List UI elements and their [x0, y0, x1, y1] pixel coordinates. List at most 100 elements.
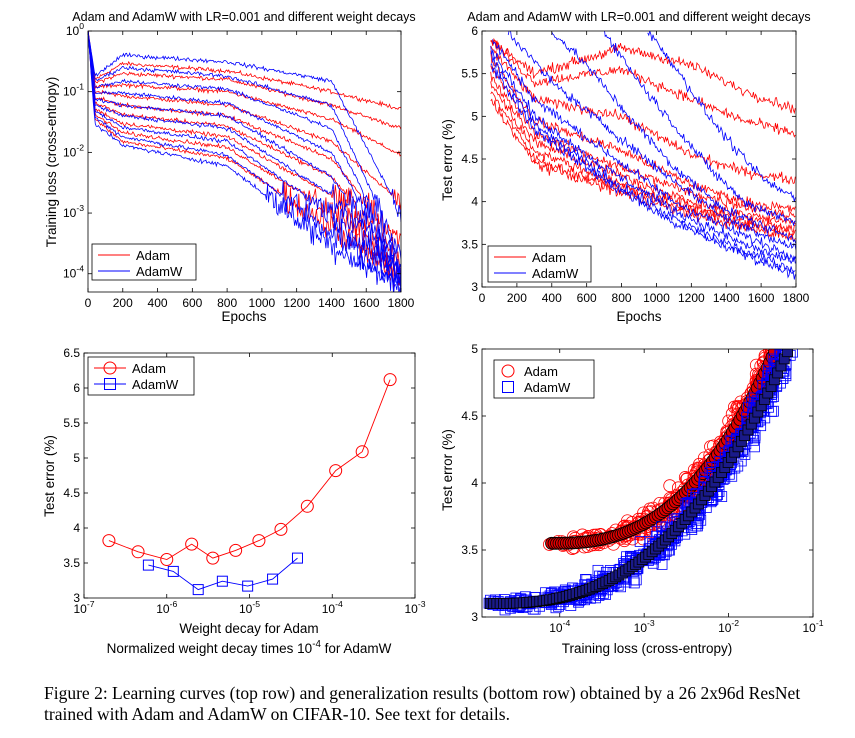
x-axis-label: Epochs [616, 309, 661, 324]
series-line-adamw [490, 46, 796, 265]
legend-marker [103, 361, 117, 375]
label-base: 10 [634, 621, 648, 635]
data-point-adamw [192, 584, 204, 596]
label-exponent: -4 [563, 618, 571, 628]
y-axis-label: Test error (%) [42, 435, 57, 517]
label-exponent: -4 [312, 639, 321, 650]
series-line-adam [490, 39, 796, 115]
label-exponent: -3 [76, 203, 84, 213]
scatter-point-adamw [630, 574, 642, 586]
y-tick-label: 4.5 [461, 409, 478, 423]
legend-label: AdamW [532, 266, 579, 281]
scatter-point-adamw [658, 549, 670, 561]
x-axis-label: Weight decay for Adam [179, 621, 318, 636]
label-exponent: -5 [252, 599, 260, 609]
series-line-adam [88, 31, 401, 211]
x-tick-label: 0 [479, 291, 486, 305]
series-line-adamw [604, 31, 796, 226]
x-tick-label: 400 [148, 296, 168, 310]
y-tick-label: 4.5 [63, 486, 80, 500]
data-point-adamw [142, 559, 154, 571]
scatter-point-adamw [686, 524, 698, 535]
y-tick-label: 10-2 [63, 142, 84, 159]
x-tick-label: 1800 [783, 291, 810, 305]
plot-area [490, 31, 796, 280]
plot-area [88, 31, 401, 292]
label-base: 10 [66, 24, 80, 38]
series-line-adamw [88, 31, 401, 223]
y-tick-label: 6 [471, 24, 478, 38]
label-exponent: -2 [731, 618, 739, 628]
data-point-adam [160, 553, 174, 566]
x-tick-label: 1000 [643, 291, 670, 305]
legend-label: AdamW [136, 264, 183, 279]
y-tick-label: 6 [73, 381, 80, 395]
label-exponent: -1 [76, 82, 84, 92]
legend-marker [104, 378, 116, 390]
x-tick-label: 0 [85, 296, 92, 310]
y-tick-label: 3 [73, 591, 80, 605]
legend-marker [501, 364, 515, 378]
series-line-adam [108, 379, 391, 560]
label-base: 10 [404, 602, 418, 616]
legend-label: AdamW [524, 380, 571, 395]
label-exponent: 0 [79, 21, 84, 31]
series-line-adamw [492, 39, 796, 262]
x-tick-label: 600 [577, 291, 597, 305]
x-tick-label: 1200 [283, 296, 310, 310]
data-point-adam [131, 545, 145, 559]
x-tick-label: 1200 [678, 291, 705, 305]
label-text: for AdamW [321, 641, 392, 656]
x-tick-label: 10-5 [239, 599, 260, 616]
legend-marker [502, 381, 514, 393]
series-line-adamw [88, 31, 401, 288]
y-tick-label: 10-4 [63, 264, 84, 281]
y-tick-label: 4.5 [461, 152, 478, 166]
data-point-adam [274, 522, 288, 536]
y-tick-label: 100 [66, 21, 84, 38]
training-loss-panel: 0 200 400 600 800 1000 1200 1400 1600 180010010-1… [44, 10, 416, 324]
x-tick-label: 200 [507, 291, 527, 305]
series-line-adam [88, 31, 401, 130]
x-tick-label: 10-7 [73, 599, 94, 616]
x-tick-label: 1400 [713, 291, 740, 305]
series-line-adam [88, 31, 401, 248]
label-exponent: -7 [87, 599, 95, 609]
label-base: 10 [63, 85, 77, 99]
legend-label: AdamW [132, 377, 179, 392]
y-axis-label: Test error (%) [440, 119, 455, 201]
y-tick-label: 6.5 [63, 346, 80, 360]
x-axis-label: Epochs [221, 309, 266, 324]
y-tick-label: 3.5 [461, 543, 478, 557]
series-line-adamw [88, 31, 401, 285]
data-point-adamw [216, 575, 228, 587]
data-point-adam [383, 373, 397, 387]
series-line-adamw [88, 31, 401, 291]
x-tick-label: 10-3 [404, 599, 425, 616]
legend-label: Adam [136, 248, 170, 263]
data-point-adam [206, 551, 220, 565]
label-base: 10 [63, 145, 77, 159]
y-tick-label: 5 [471, 342, 478, 356]
scatter-point-adamw [692, 518, 704, 530]
y-tick-label: 4 [73, 521, 80, 535]
x-tick-label: 800 [612, 291, 632, 305]
scatter-point-adamw [768, 405, 779, 417]
scatter-point-adamw [690, 520, 702, 532]
label-base: 10 [156, 602, 170, 616]
x-tick-label: 1600 [748, 291, 775, 305]
scatter-point-adamw [634, 536, 646, 547]
y-tick-label: 5.5 [461, 67, 478, 81]
data-point-adam [329, 464, 343, 478]
x-tick-label: 1600 [353, 296, 380, 310]
data-point-adam [102, 534, 116, 548]
x-axis-label: Training loss (cross-entropy) [562, 641, 733, 656]
y-tick-label: 5 [471, 109, 478, 123]
legend-label: Adam [532, 250, 566, 265]
x-tick-label: 1800 [388, 296, 415, 310]
trend-marker-adamw [782, 349, 793, 358]
data-point-adam [300, 499, 314, 513]
scatter-point-adam [663, 479, 677, 493]
y-tick-label: 4 [471, 476, 478, 490]
